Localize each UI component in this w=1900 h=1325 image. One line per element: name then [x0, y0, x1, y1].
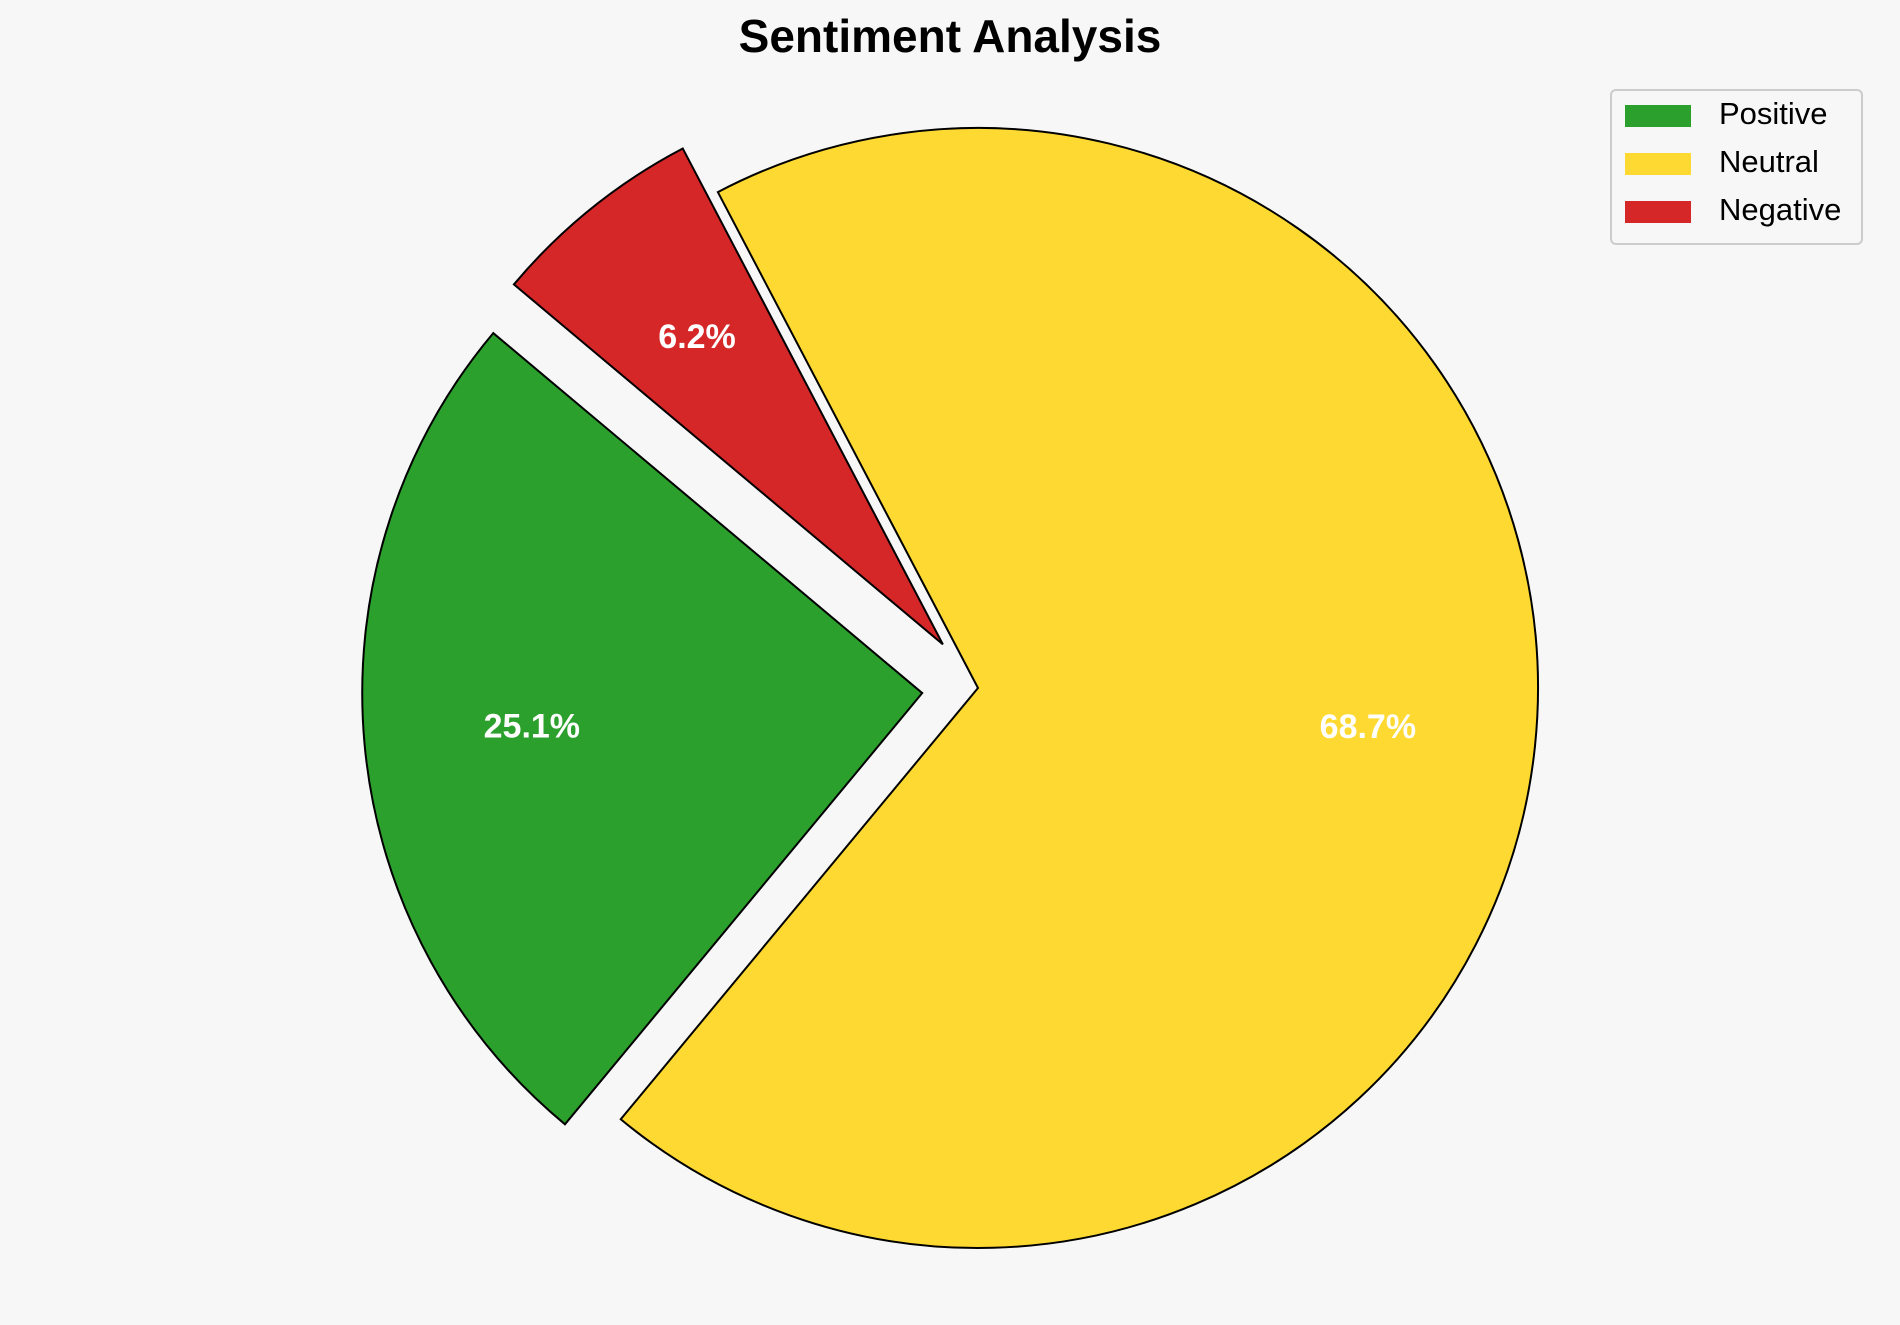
chart-title: Sentiment Analysis: [739, 10, 1162, 62]
slice-label: 25.1%: [484, 707, 580, 745]
legend-label: Negative: [1719, 192, 1841, 227]
legend-swatch: [1625, 105, 1691, 127]
slice-label: 6.2%: [658, 318, 736, 356]
legend-label: Positive: [1719, 96, 1828, 131]
legend-label: Neutral: [1719, 144, 1819, 179]
pie-slice: [512, 147, 944, 646]
slice-label: 68.7%: [1320, 708, 1416, 746]
pie-slice: [619, 127, 1539, 1249]
legend-swatch: [1625, 201, 1691, 223]
pie-slice: [361, 331, 924, 1126]
legend-swatch: [1625, 153, 1691, 175]
